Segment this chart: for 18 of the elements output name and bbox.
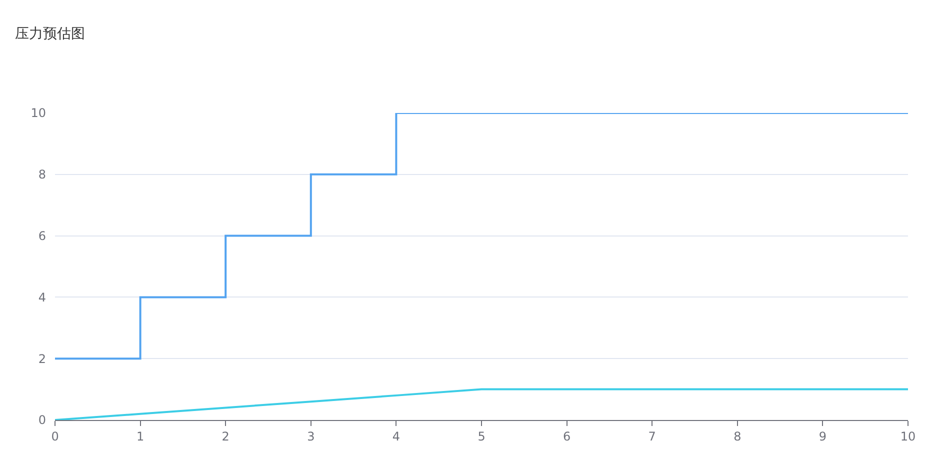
y-tick-label: 0 — [38, 413, 46, 428]
x-tick-label: 7 — [648, 429, 656, 444]
y-tick-label: 10 — [30, 106, 46, 120]
y-tick-label: 4 — [38, 290, 46, 304]
chart-title: 压力预估图 — [15, 26, 85, 42]
x-tick-label: 2 — [222, 429, 230, 444]
x-tick-label: 9 — [818, 429, 827, 444]
y-tick-label: 6 — [38, 229, 46, 243]
x-tick-label: 8 — [734, 429, 742, 444]
x-tick-label: 1 — [136, 429, 144, 444]
x-tick-label: 4 — [392, 429, 400, 444]
x-tick-label: 10 — [900, 429, 916, 444]
x-tick-label: 6 — [562, 429, 571, 444]
y-tick-label: 2 — [38, 352, 46, 366]
x-tick-label: 5 — [478, 429, 486, 444]
x-tick-label: 0 — [51, 429, 59, 444]
y-tick-label: 8 — [38, 168, 46, 182]
x-tick-label: 3 — [307, 429, 315, 444]
